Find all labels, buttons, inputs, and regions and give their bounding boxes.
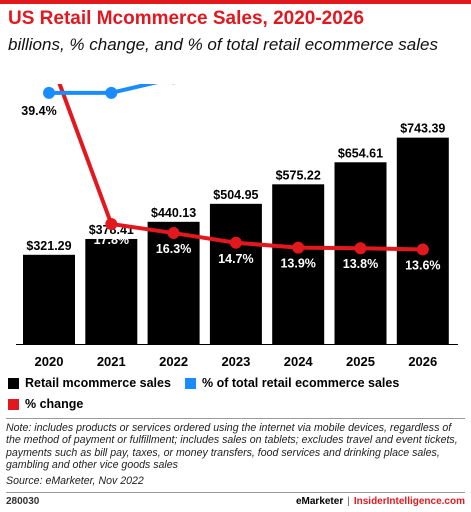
change-label-2026: 13.6% <box>405 258 440 272</box>
x-tick-2025: 2025 <box>346 354 375 369</box>
chart-id-code: 280030 <box>6 496 40 507</box>
legend-swatch-red <box>8 398 19 410</box>
x-tick-2024: 2024 <box>284 354 314 369</box>
mcommerce-chart: $321.29$378.41$440.13$504.95$575.22$654.… <box>16 84 458 369</box>
legend-swatch-blue <box>185 377 196 389</box>
x-tick-2020: 2020 <box>35 354 64 369</box>
bar-2020 <box>23 254 75 344</box>
chart-source: Source: eMarketer, Nov 2022 <box>6 475 144 487</box>
top-accent-bar <box>0 0 471 4</box>
legend-item-percent-change: % change <box>8 397 83 411</box>
change-point-2024 <box>292 241 305 254</box>
bar-label-2020: $321.29 <box>26 239 71 253</box>
chart-note: Note: includes products or services orde… <box>6 422 458 472</box>
bar-2026 <box>396 137 449 344</box>
share-label-2020: 39.4% <box>21 104 56 118</box>
bar-2021 <box>85 238 138 344</box>
change-point-2021 <box>105 217 118 230</box>
change-point-2026 <box>416 243 429 256</box>
change-label-2022: 16.3% <box>156 242 191 256</box>
bar-label-2026: $743.39 <box>400 122 445 136</box>
change-point-2023 <box>229 236 242 249</box>
x-tick-2023: 2023 <box>221 354 250 369</box>
change-point-2022 <box>167 227 180 240</box>
bar-label-2025: $654.61 <box>338 146 383 160</box>
change-point-2025 <box>354 242 367 255</box>
bar-label-2022: $440.13 <box>151 206 196 220</box>
x-tick-2022: 2022 <box>159 354 188 369</box>
bar-2022 <box>147 221 200 344</box>
brand-insider-intelligence: InsiderIntelligence.com <box>353 496 465 507</box>
change-label-2023: 14.7% <box>218 252 253 266</box>
legend-label-share-of-ecommerce: % of total retail ecommerce sales <box>202 376 400 390</box>
x-tick-2026: 2026 <box>408 354 437 369</box>
share-line <box>49 84 158 95</box>
legend-item-mcommerce-sales: Retail mcommerce sales <box>8 376 171 390</box>
bar-2024 <box>272 184 325 344</box>
brand-credit: eMarketer | InsiderIntelligence.com <box>296 496 465 507</box>
brand-emarketer: eMarketer <box>295 496 344 507</box>
legend-item-share-of-ecommerce: % of total retail ecommerce sales <box>185 376 399 390</box>
bar-2023 <box>209 203 262 344</box>
bar-label-2023: $504.95 <box>213 188 258 202</box>
chart-title: US Retail Mcommerce Sales, 2020-2026 <box>8 8 364 29</box>
x-tick-2021: 2021 <box>97 354 126 369</box>
bar-label-2024: $575.22 <box>276 168 321 182</box>
legend-label-mcommerce-sales: Retail mcommerce sales <box>25 376 171 390</box>
chart-subtitle: billions, % change, and % of total retai… <box>8 35 438 54</box>
share-point-2020 <box>43 86 55 99</box>
brand-separator: | <box>347 496 350 507</box>
change-label-2021: 17.8% <box>94 233 129 247</box>
legend-swatch-black <box>8 377 19 389</box>
share-point-2021 <box>105 86 118 99</box>
change-label-2024: 13.9% <box>280 257 315 271</box>
footer-divider <box>6 492 465 493</box>
change-label-2025: 13.8% <box>343 257 378 271</box>
note-divider <box>6 418 465 419</box>
legend-label-percent-change: % change <box>25 397 84 411</box>
